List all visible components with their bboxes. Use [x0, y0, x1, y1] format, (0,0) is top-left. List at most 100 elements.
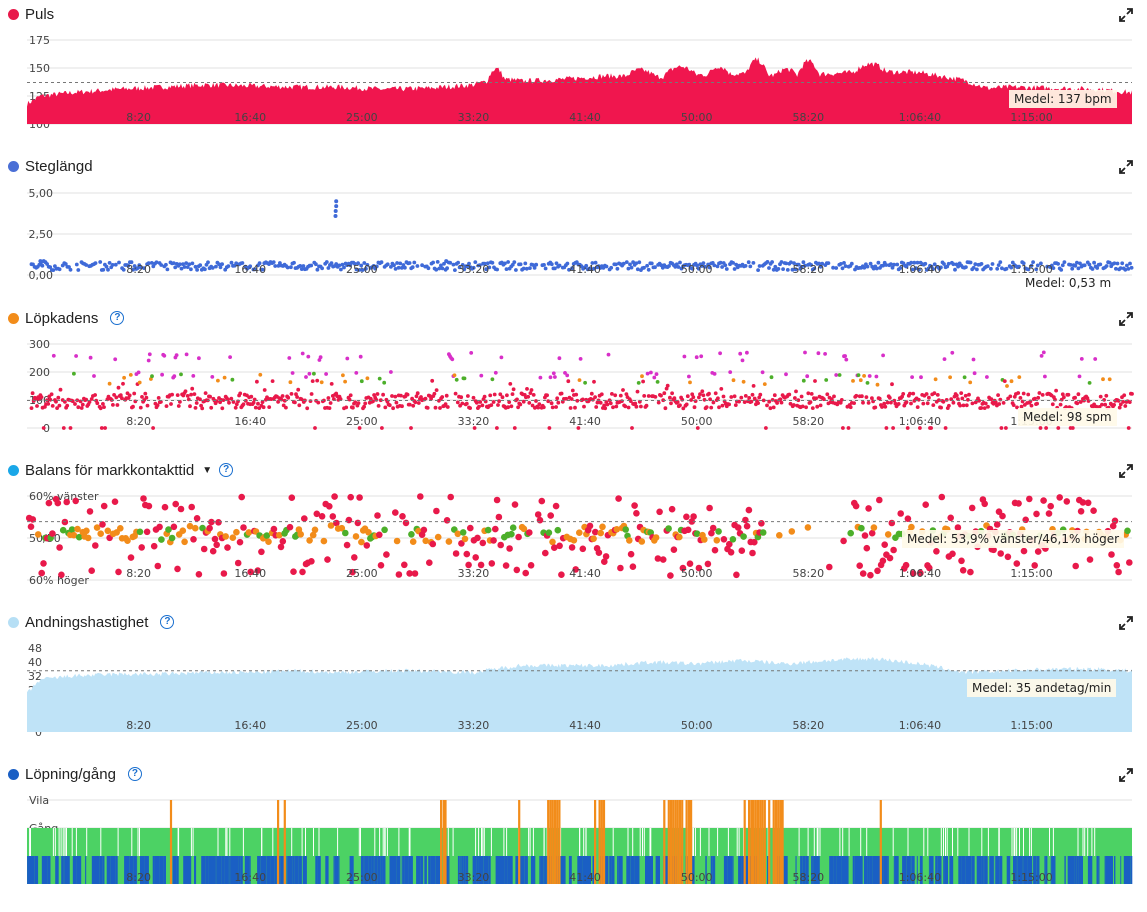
data-point	[743, 264, 748, 268]
data-point	[788, 401, 793, 406]
data-point	[649, 370, 653, 375]
lopning-segment	[127, 856, 130, 884]
data-point	[935, 393, 940, 397]
data-point	[185, 265, 190, 269]
data-point	[331, 493, 338, 500]
gap-line	[708, 828, 710, 856]
data-point	[399, 513, 406, 520]
panel-andning: Andningshastighet ? 4840322416808:2016:4…	[0, 608, 1147, 760]
data-point	[723, 263, 728, 268]
y-tick-label: 175	[29, 34, 50, 47]
data-point	[636, 381, 641, 385]
gap-line	[192, 828, 194, 856]
data-point	[885, 400, 890, 405]
x-tick-label: 16:40	[234, 719, 266, 732]
data-point	[856, 373, 861, 377]
data-point	[652, 534, 660, 541]
data-point	[1078, 261, 1082, 266]
data-point	[273, 264, 278, 268]
data-point	[932, 391, 937, 396]
data-point	[301, 515, 308, 522]
data-point	[296, 387, 301, 392]
data-point	[881, 353, 885, 358]
data-point	[552, 502, 560, 510]
gap-line	[217, 828, 219, 856]
lopning-segment	[869, 856, 873, 884]
gap-line	[842, 828, 844, 856]
data-point	[374, 264, 379, 269]
dropdown-caret-icon[interactable]: ▼	[202, 464, 213, 476]
data-point	[65, 403, 70, 408]
gap-line	[475, 828, 477, 856]
data-point	[1113, 562, 1121, 569]
data-point	[877, 396, 882, 401]
data-point	[270, 379, 275, 383]
data-point	[154, 260, 159, 265]
data-point	[222, 533, 229, 540]
help-icon[interactable]: ?	[160, 615, 175, 629]
data-point	[1075, 260, 1079, 265]
data-point	[391, 406, 395, 411]
help-icon[interactable]: ?	[219, 463, 234, 477]
lopning-segment	[976, 856, 982, 884]
data-point	[316, 400, 321, 405]
lopning-segment	[306, 856, 307, 884]
average-label-andning: Medel: 35 andetag/min	[967, 679, 1117, 697]
data-point	[1130, 392, 1134, 396]
expand-icon[interactable]	[1119, 8, 1133, 22]
expand-icon[interactable]	[1119, 768, 1133, 782]
data-point	[713, 391, 718, 396]
expand-icon[interactable]	[1119, 160, 1133, 174]
vila-segment	[781, 800, 784, 884]
data-point	[513, 566, 521, 574]
data-point	[210, 375, 215, 379]
data-point	[543, 266, 548, 271]
expand-icon[interactable]	[1119, 464, 1133, 478]
data-point	[870, 396, 874, 400]
data-point	[727, 402, 731, 407]
data-point	[742, 400, 747, 404]
vila-segment	[556, 800, 559, 884]
data-point	[308, 558, 315, 565]
data-point	[50, 404, 55, 408]
y-tick-label: 0	[43, 422, 50, 435]
gap-line	[75, 828, 77, 856]
lopning-segment	[991, 856, 994, 884]
lopning-segment	[360, 856, 363, 884]
data-point	[1127, 400, 1132, 404]
data-point	[1100, 402, 1104, 407]
gap-line	[1087, 828, 1089, 856]
data-point	[1114, 266, 1118, 271]
data-point	[495, 426, 499, 430]
title-text-balans: Balans för markkontakttid	[25, 461, 195, 479]
y-tick-label: 48	[28, 642, 42, 655]
data-point	[788, 528, 796, 535]
data-point	[306, 537, 313, 544]
data-point	[631, 502, 638, 509]
lopning-segment	[1105, 856, 1111, 884]
data-point	[843, 354, 847, 358]
data-point	[1123, 267, 1128, 272]
data-point	[344, 405, 349, 410]
data-point	[490, 260, 495, 265]
data-point	[624, 260, 629, 264]
data-point	[383, 551, 390, 558]
data-point	[831, 265, 835, 270]
lopning-segment	[416, 856, 421, 884]
lopning-segment	[732, 856, 734, 884]
data-point	[305, 406, 310, 411]
data-point	[863, 544, 871, 552]
help-icon[interactable]: ?	[127, 767, 142, 781]
gap-line	[650, 828, 652, 856]
data-point	[792, 261, 796, 265]
help-icon[interactable]: ?	[110, 311, 125, 325]
data-point	[117, 260, 121, 265]
expand-icon[interactable]	[1119, 616, 1133, 630]
data-point	[172, 374, 177, 379]
data-point	[247, 568, 254, 576]
vila-segment	[743, 800, 746, 884]
data-point	[455, 400, 460, 405]
data-point	[387, 403, 392, 408]
data-point	[834, 266, 839, 270]
expand-icon[interactable]	[1119, 312, 1133, 326]
